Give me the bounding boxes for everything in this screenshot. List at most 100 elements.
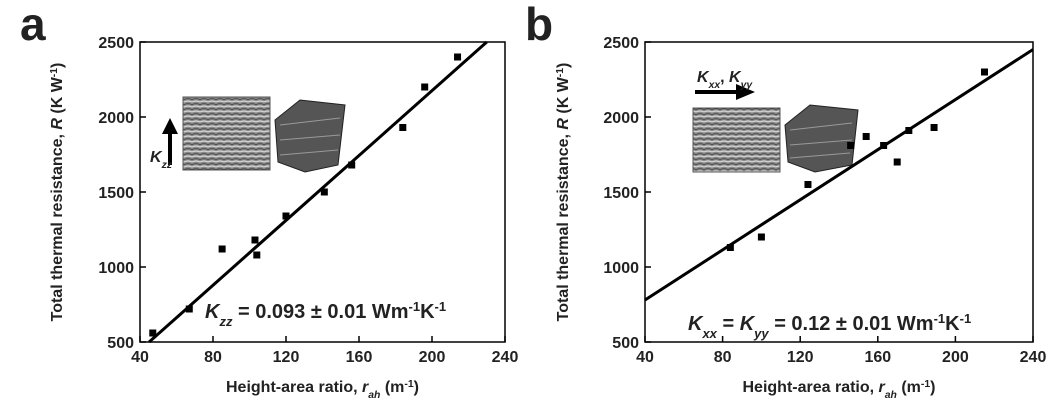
y-tick-label: 500 <box>107 335 134 352</box>
y-tick-label: 1000 <box>603 260 639 277</box>
text-part: -1 <box>49 68 60 77</box>
x-tick-label: 240 <box>1020 349 1047 366</box>
data-point <box>847 142 855 149</box>
data-point <box>348 161 356 169</box>
text-part: ) <box>555 63 572 68</box>
x-tick-label: 200 <box>942 349 969 366</box>
data-point <box>726 244 734 251</box>
data-point <box>880 142 888 149</box>
text-part: , <box>720 69 729 86</box>
x-tick-label: 120 <box>787 349 814 366</box>
x-tick-label: 200 <box>419 349 446 366</box>
panel-label: b <box>525 0 553 50</box>
text-part: Total thermal resistance, <box>49 130 66 322</box>
x-axis-title: Height-area ratio, rah (m-1) <box>743 379 936 401</box>
data-point <box>218 245 226 253</box>
text-part: ) <box>414 379 419 396</box>
x-tick-label: 40 <box>131 349 149 366</box>
text-part: -1 <box>921 379 930 390</box>
text-part: zz <box>218 314 233 329</box>
x-tick-label: 80 <box>714 349 732 366</box>
data-point <box>757 233 765 241</box>
fit-line <box>644 48 1034 302</box>
text-part: ah <box>885 390 897 401</box>
y-tick-label: 1000 <box>98 260 134 277</box>
y-tick-label: 500 <box>612 335 639 352</box>
data-point <box>320 188 328 196</box>
text-part: K <box>697 69 710 86</box>
data-point <box>421 83 429 91</box>
data-point <box>454 53 462 61</box>
y-tick-label: 2000 <box>603 110 639 127</box>
inset-label: Kxx, Kyy <box>697 69 753 91</box>
data-point <box>149 329 157 337</box>
x-tick-label: 160 <box>864 349 891 366</box>
text-part: xx <box>708 80 722 91</box>
text-part: -1 <box>409 299 421 314</box>
y-axis-title: Total thermal resistance, R (K W-1) <box>555 63 573 322</box>
data-point <box>862 133 870 140</box>
text-part: -1 <box>555 68 566 77</box>
text-part: K <box>729 69 742 86</box>
text-part: r <box>362 379 369 396</box>
data-point <box>905 127 913 134</box>
data-point <box>930 124 938 131</box>
text-part: r <box>879 379 886 396</box>
text-part: K <box>945 313 960 335</box>
data-point <box>399 124 407 131</box>
text-part: ah <box>368 390 380 401</box>
text-part: ) <box>930 379 935 396</box>
text-part: yy <box>740 80 754 91</box>
text-part: -1 <box>435 299 447 314</box>
x-tick-label: 40 <box>636 349 654 366</box>
text-part: (m <box>380 379 404 396</box>
x-tick-label: 240 <box>492 349 519 366</box>
y-tick-label: 1500 <box>98 185 134 202</box>
text-part: -1 <box>934 311 946 326</box>
data-point <box>804 181 812 188</box>
inset-label: Kzz <box>150 149 173 171</box>
data-point <box>185 305 193 313</box>
y-tick-label: 2500 <box>603 35 639 52</box>
inset-b <box>692 84 859 173</box>
data-point <box>282 212 290 220</box>
text-part: -1 <box>960 311 972 326</box>
data-point <box>893 158 901 166</box>
text-part: = 0.12 ± 0.01 Wm <box>769 313 934 335</box>
text-part: K <box>420 301 435 323</box>
fit-line <box>148 40 488 344</box>
text-part: R <box>49 118 66 130</box>
text-part: K <box>688 313 704 335</box>
text-part: xx <box>701 326 717 341</box>
text-part: Total thermal resistance, <box>555 130 572 322</box>
text-part: Height-area ratio, <box>226 379 362 396</box>
text-part: (K W <box>49 76 66 118</box>
text-part: zz <box>161 160 173 171</box>
text-part: -1 <box>404 379 413 390</box>
data-point <box>251 236 259 244</box>
panel-label: a <box>20 0 46 50</box>
text-part: K <box>205 301 221 323</box>
y-axis-title: Total thermal resistance, R (K W-1) <box>49 63 67 322</box>
data-point <box>253 251 261 259</box>
data-point <box>981 68 988 76</box>
text-part: = 0.093 ± 0.01 Wm <box>232 301 408 323</box>
text-part: R <box>555 118 572 130</box>
text-part: (K W <box>555 76 572 118</box>
x-tick-label: 120 <box>273 349 300 366</box>
x-tick-label: 80 <box>204 349 222 366</box>
y-tick-label: 1500 <box>603 185 639 202</box>
text-part: Height-area ratio, <box>743 379 879 396</box>
x-axis-title: Height-area ratio, rah (m-1) <box>226 379 419 401</box>
text-part: yy <box>753 326 769 341</box>
x-tick-label: 160 <box>346 349 373 366</box>
text-part: = <box>717 313 740 335</box>
text-part: K <box>150 149 163 166</box>
text-part: (m <box>897 379 921 396</box>
text-part: K <box>740 313 756 335</box>
text-part: ) <box>49 63 66 68</box>
y-tick-label: 2500 <box>98 35 134 52</box>
inset-a <box>162 96 346 173</box>
equation: Kzz = 0.093 ± 0.01 Wm-1K-1 <box>205 299 446 329</box>
